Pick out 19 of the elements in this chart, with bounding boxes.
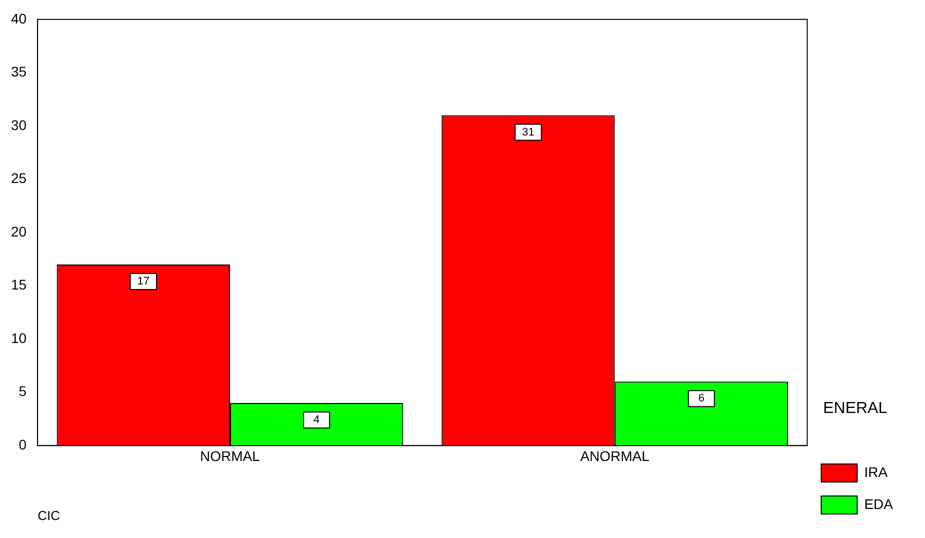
x-tick-label: ANORMAL [580,448,650,464]
y-tick-label: 25 [10,170,27,186]
y-tick-label: 20 [10,223,27,240]
y-tick-label: 0 [18,436,27,452]
data-label: 6 [698,392,704,405]
x-tick-label: NORMAL [200,448,260,464]
y-tick-label: 35 [10,64,27,80]
legend-label: EDA [864,496,894,512]
y-tick-label: 40 [10,10,27,26]
data-label: 4 [314,414,320,426]
y-tick-label: 10 [10,330,27,346]
legend-label: IRA [864,464,888,480]
legend-title: ENERAL [823,400,888,418]
x-axis-title: CIC [38,508,60,523]
y-tick-label: 15 [10,276,27,293]
data-label: 17 [137,275,150,288]
data-label: 31 [522,126,534,138]
y-tick-label: 30 [10,116,27,133]
y-tick-label: 5 [18,383,27,400]
